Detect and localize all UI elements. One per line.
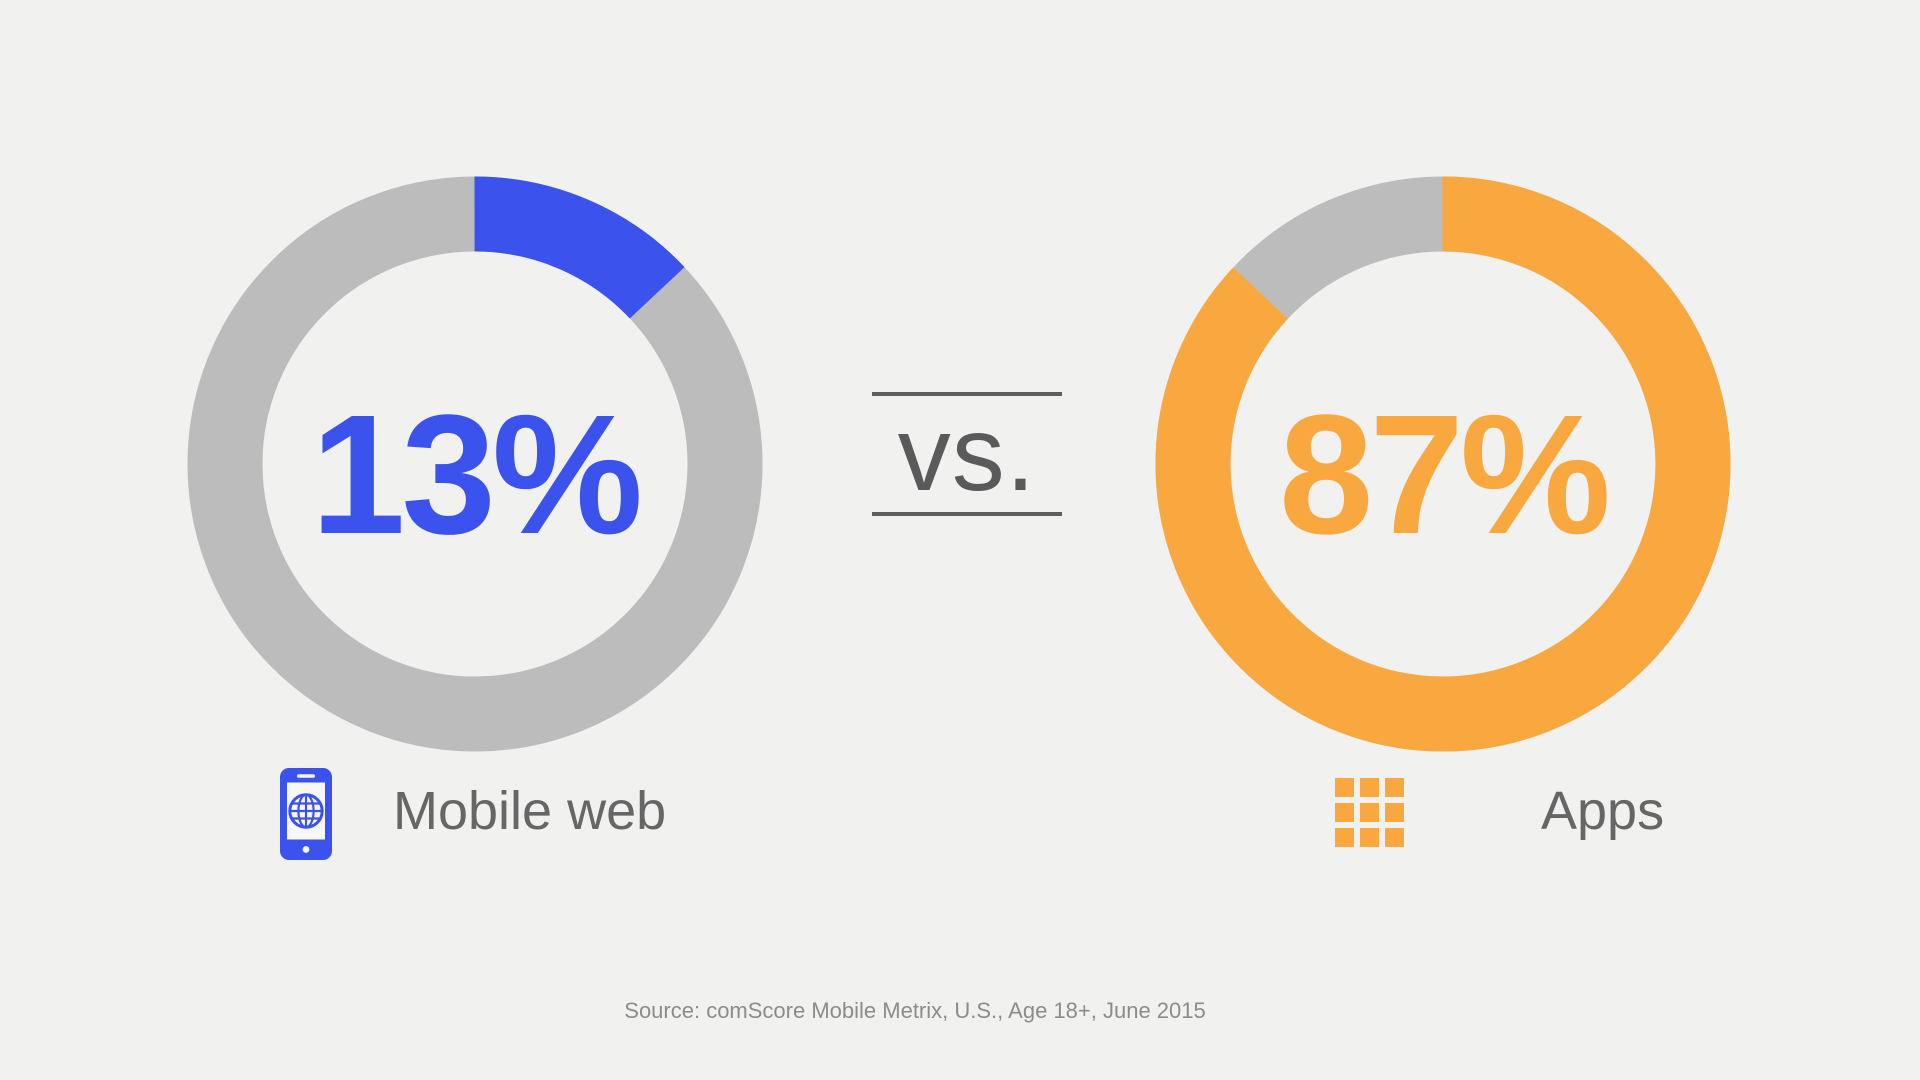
app-grid-icon <box>1335 778 1404 847</box>
source-citation: Source: comScore Mobile Metrix, U.S., Ag… <box>624 998 1206 1023</box>
donut-ring <box>1155 176 1731 752</box>
vs-label: vs. <box>897 394 1037 513</box>
divider-rule-top <box>872 392 1062 396</box>
apps-percentage: 87% <box>1278 380 1611 570</box>
divider-rule-bottom <box>872 512 1062 516</box>
apps-donut-chart: 87% <box>1155 176 1731 752</box>
donut-value-arc <box>187 176 763 752</box>
apps-label: Apps <box>1541 781 1665 841</box>
mobile-web-donut-chart: 13% <box>187 176 763 752</box>
vs-divider: vs. <box>872 392 1062 516</box>
mobile-web-label: Mobile web <box>393 781 667 841</box>
smartphone-globe-icon <box>280 768 332 860</box>
mobile-web-percentage: 13% <box>310 380 643 570</box>
donut-value-arc <box>1155 176 1731 752</box>
donut-ring <box>187 176 763 752</box>
